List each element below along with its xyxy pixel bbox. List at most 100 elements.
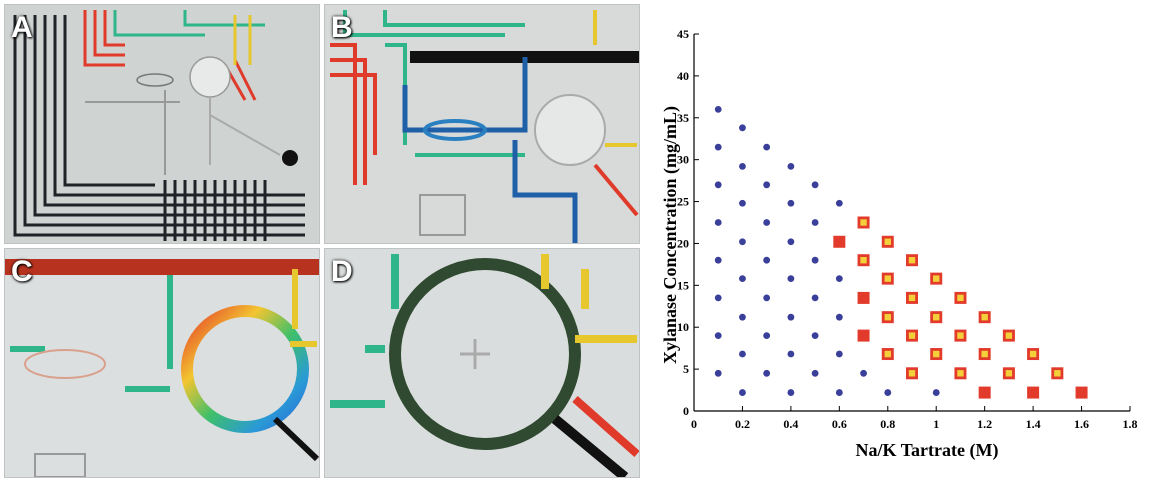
- y-tick-label: 35: [677, 111, 689, 125]
- x-tick-label: 1.4: [1026, 417, 1041, 431]
- yellow-square-center: [933, 275, 940, 282]
- red-yellow-square-point: [1027, 348, 1040, 361]
- x-tick-label: 0.6: [832, 417, 847, 431]
- x-tick-label: 1: [933, 417, 939, 431]
- blue-dot-point: [714, 106, 722, 113]
- x-tick-label: 1.6: [1074, 417, 1089, 431]
- blue-dot-point: [860, 369, 867, 377]
- red-yellow-square-point: [906, 367, 918, 380]
- micrograph-panel-b: B: [324, 4, 640, 244]
- red-yellow-square-point: [930, 311, 943, 324]
- yellow-square-center: [957, 370, 964, 377]
- panel-label-c: C: [11, 255, 33, 288]
- blue-dot-point: [739, 124, 746, 132]
- scatter-chart: 0 0.2 0.4 0.6 0.8 1 1.2 1.4 1.6 1.8 0 5 10 15 20 25 30 35…: [660, 27, 1138, 461]
- x-tick-label: 0.2: [735, 417, 750, 431]
- yellow-square-center: [1029, 350, 1037, 358]
- blue-dot-point: [739, 350, 746, 358]
- blue-dot-point: [787, 350, 795, 358]
- micrograph-panel-d: D: [324, 248, 640, 478]
- y-tick-label: 40: [677, 69, 689, 83]
- yellow-square-center: [1005, 370, 1013, 377]
- y-tick-label: 10: [677, 320, 689, 334]
- panel-d-drawing: [330, 254, 639, 477]
- blue-dot-point: [763, 369, 771, 377]
- yellow-square-center: [908, 294, 916, 302]
- blue-dot-point: [739, 313, 746, 321]
- red-yellow-square-point: [881, 348, 894, 361]
- blue-dot-point: [811, 332, 819, 339]
- yellow-square-center: [981, 313, 988, 321]
- blue-dot-point: [835, 199, 843, 207]
- red-yellow-square-point: [857, 254, 870, 267]
- red-square-point: [857, 291, 870, 304]
- red-square-point: [1027, 386, 1040, 399]
- blue-dot-point: [811, 294, 819, 302]
- blue-dot-point: [763, 256, 771, 264]
- blue-dot-point: [714, 332, 722, 339]
- blue-dot-point: [787, 389, 795, 396]
- micrograph-panel-c: C: [4, 248, 320, 478]
- yellow-square-center: [981, 350, 988, 358]
- panel-b-drawing: [330, 10, 639, 243]
- yellow-square-center: [933, 313, 940, 321]
- yellow-square-center: [884, 350, 891, 358]
- blue-dot-point: [787, 275, 795, 283]
- yellow-square-center: [908, 257, 916, 264]
- yellow-square-center: [957, 332, 964, 339]
- blue-dot-point: [787, 238, 795, 246]
- red-yellow-square-point: [930, 272, 943, 285]
- blue-dot-point: [739, 162, 746, 170]
- yellow-square-center: [860, 219, 867, 226]
- yellow-square-center: [957, 294, 964, 302]
- yellow-square-center: [908, 370, 916, 377]
- blue-dot-point: [787, 313, 795, 321]
- yellow-square-center: [884, 313, 891, 321]
- red-square-point: [1075, 386, 1088, 399]
- red-yellow-square-point: [1051, 367, 1064, 380]
- red-square-point: [978, 386, 991, 399]
- blue-dot-point: [714, 181, 722, 189]
- panel-label-d: D: [331, 255, 353, 288]
- chart-ticks: 0 0.2 0.4 0.6 0.8 1 1.2 1.4 1.6 1.8 0 5 10 15 20 25 30 35…: [677, 27, 1138, 431]
- blue-dot-point: [787, 199, 795, 207]
- panel-a-drawing: [13, 10, 305, 241]
- blue-dot-point: [811, 181, 819, 189]
- red-square-point: [857, 329, 870, 342]
- red-yellow-square-point: [1002, 329, 1015, 342]
- red-yellow-square-point: [954, 329, 967, 342]
- y-tick-label: 20: [677, 236, 689, 250]
- yellow-square-center: [1054, 370, 1061, 377]
- x-tick-label: 0.8: [880, 417, 895, 431]
- blue-dot-point: [884, 389, 892, 396]
- x-tick-label: 1.8: [1123, 417, 1138, 431]
- blue-dot-point: [763, 294, 771, 302]
- blue-dot-point: [811, 256, 819, 264]
- micrograph-panel-a: A: [4, 4, 320, 244]
- blue-dot-point: [763, 143, 771, 151]
- blue-dot-point: [932, 389, 940, 396]
- y-tick-label: 45: [677, 27, 689, 41]
- red-yellow-square-point: [978, 348, 991, 361]
- red-yellow-square-point: [857, 216, 870, 229]
- panel-label-a: A: [11, 11, 33, 44]
- blue-dot-point: [763, 219, 771, 226]
- red-square-point: [833, 235, 846, 248]
- blue-dot-point: [763, 181, 771, 189]
- y-tick-label: 15: [677, 278, 689, 292]
- red-yellow-square-point: [930, 348, 943, 361]
- red-yellow-square-point: [881, 311, 894, 324]
- y-tick-label: 30: [677, 153, 689, 167]
- yellow-square-center: [933, 350, 940, 358]
- blue-dot-point: [739, 275, 746, 283]
- blue-dot-point: [714, 256, 722, 264]
- y-tick-label: 25: [677, 195, 689, 209]
- red-yellow-square-point: [881, 272, 894, 285]
- red-yellow-square-point: [954, 291, 967, 304]
- y-tick-label: 0: [683, 404, 689, 418]
- blue-dot-point: [811, 369, 819, 377]
- blue-dot-point: [739, 199, 746, 207]
- blue-dot-point: [739, 389, 746, 396]
- blue-dot-point: [714, 143, 722, 151]
- red-yellow-square-point: [954, 367, 967, 380]
